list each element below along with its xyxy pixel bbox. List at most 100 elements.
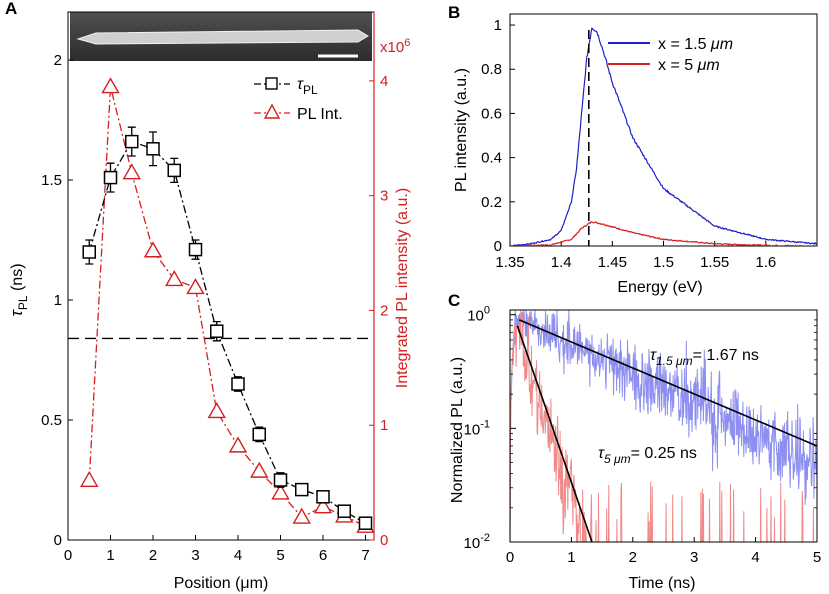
pl-int-marker [80, 470, 99, 488]
y-tick-label-b: 0.2 [481, 194, 502, 211]
y-tick-label-right-a: 4 [380, 73, 388, 90]
y-tick-label-b: 0 [494, 238, 502, 255]
pl-int-marker [207, 402, 226, 419]
x-tick-label-a: 3 [191, 547, 199, 564]
x-tick-label-a: 0 [64, 547, 72, 564]
legend-marker-square [265, 77, 278, 90]
y-tick-label-right-a: 1 [380, 417, 388, 434]
y-axis-label-right-a: Integrated PL intensity (a.u.) [394, 188, 411, 388]
x-tick-label-c: 4 [751, 549, 759, 566]
tau-marker [167, 163, 181, 178]
y-tick-label-c: 10-2 [464, 532, 490, 552]
pl-int-marker [271, 483, 290, 500]
pl-int-marker [186, 278, 205, 295]
tau-marker [231, 377, 245, 391]
tau-marker [337, 504, 351, 518]
y-tick-label-right-a: 3 [380, 188, 388, 205]
tau-marker [273, 473, 288, 487]
tau-marker [316, 490, 330, 504]
legend-a: τPL PL Int. [254, 76, 343, 123]
fit-line-1p5um [518, 319, 817, 447]
pl-int-marker [101, 77, 120, 94]
x-tick-label-c: 0 [506, 549, 514, 566]
tau-marker [103, 170, 118, 185]
y-axis-label-b: PL intensity (a.u.) [453, 68, 470, 192]
svg-text:τPL (ns): τPL (ns) [7, 263, 30, 316]
y-tick-label-b: 0.6 [481, 105, 502, 122]
x-tick-label-b: 1.55 [700, 254, 729, 271]
series-line-tau [88, 140, 366, 524]
annotation-tau-1p5um: τ1.5 μm= 1.67 ns [650, 347, 759, 368]
tau-marker [210, 324, 224, 338]
axes-frame-c [509, 309, 818, 543]
spectrum-1p5um [510, 27, 817, 246]
x-axis-label-a: Position (μm) [174, 575, 269, 592]
tau-marker [188, 242, 203, 257]
legend-b: x = 1.5 μm x = 5 μm [608, 36, 733, 74]
x-tick-label-b: 1.5 [653, 254, 674, 271]
x-tick-label-c: 1 [567, 549, 575, 566]
y-tick-label-a: 0 [54, 532, 62, 549]
tau-marker [358, 516, 373, 530]
pl-int-marker [122, 163, 141, 180]
legend-label-pl: PL Int. [297, 106, 343, 123]
pl-int-marker [313, 497, 333, 514]
x-tick-label-b: 1.35 [495, 254, 524, 271]
x-tick-label-b: 1.4 [551, 254, 572, 271]
legend-label-1p5um: x = 1.5 μm [658, 36, 733, 53]
x-tick-label-c: 5 [813, 549, 821, 566]
y-tick-label-b: 0.8 [481, 61, 502, 78]
y-tick-label-right-a: 0 [380, 532, 388, 549]
x-tick-label-a: 2 [149, 547, 157, 564]
x-axis-label-b: Energy (eV) [617, 279, 702, 296]
y-tick-label-a: 0.5 [41, 412, 62, 429]
y-tick-label-a: 1.5 [41, 172, 62, 189]
series-line-pl-int [88, 86, 366, 527]
y-axis-label-c: Normalized PL (a.u.) [449, 357, 466, 503]
x-axis-label-c: Time (ns) [629, 575, 696, 592]
pl-int-marker [292, 507, 311, 524]
panel-c-label: C [448, 291, 460, 310]
x-tick-label-a: 7 [361, 547, 369, 564]
x-tick-label-a: 6 [319, 547, 327, 564]
fit-line-5um [516, 325, 593, 542]
annotation-tau-5um: τ5 μm= 0.25 ns [598, 445, 697, 466]
decay-trace-1p5um [510, 310, 817, 542]
legend-label-tau: τPL [297, 76, 318, 97]
tau-marker [125, 134, 139, 149]
y-tick-label-c: 100 [467, 305, 490, 325]
tau-marker [146, 142, 160, 156]
y-tick-label-a: 1 [54, 292, 62, 309]
y-tick-label-b: 0.4 [481, 150, 502, 167]
tau-marker [82, 245, 96, 259]
pl-int-marker [250, 461, 269, 478]
y-axis-label-a: τPL (ns) [7, 263, 30, 316]
pl-int-marker [143, 241, 163, 258]
y-tick-label-a: 2 [54, 52, 62, 69]
pl-int-marker [228, 436, 248, 453]
x-tick-label-c: 3 [690, 549, 698, 566]
spectrum-5um [510, 220, 817, 246]
pl-int-marker [165, 270, 184, 287]
x-tick-label-a: 1 [106, 547, 114, 564]
panel-b-label: B [448, 3, 460, 22]
legend-marker-triangle [263, 103, 281, 119]
y-tick-label-b: 1 [494, 17, 502, 34]
legend-label-5um: x = 5 μm [658, 57, 720, 74]
decay-trace-5um [510, 310, 815, 542]
x-tick-label-a: 4 [234, 547, 242, 564]
x-tick-label-b: 1.45 [598, 254, 627, 271]
y-tick-label-c: 10-1 [464, 418, 490, 438]
x-tick-label-c: 2 [629, 549, 637, 566]
tau-marker [295, 482, 309, 497]
y-tick-label-right-a: 2 [380, 302, 388, 319]
panel-a-label: A [5, 0, 17, 18]
x-tick-label-a: 5 [276, 547, 284, 564]
sem-image-inset [70, 12, 372, 61]
x-tick-label-b: 1.6 [755, 254, 776, 271]
right-axis-multiplier: x106 [380, 37, 410, 56]
panel-c: C 0 1 2 3 4 5 100 10-1 10-2 Time (ns) Normalized… [448, 291, 821, 592]
tau-marker [252, 427, 266, 442]
